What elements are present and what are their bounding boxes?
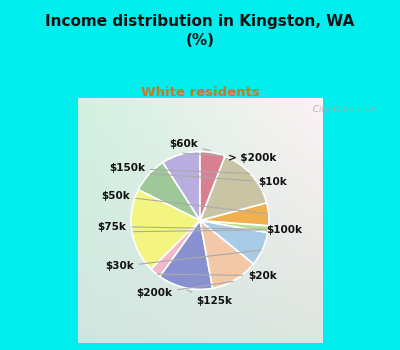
Text: $200k: $200k	[136, 281, 233, 298]
Wedge shape	[138, 162, 200, 220]
Wedge shape	[131, 190, 200, 269]
Wedge shape	[160, 220, 213, 289]
Text: $100k: $100k	[133, 225, 302, 235]
Wedge shape	[163, 152, 200, 220]
Text: > $200k: > $200k	[183, 153, 276, 163]
Wedge shape	[200, 220, 269, 233]
Text: $150k: $150k	[109, 163, 250, 174]
Text: City-Data.com: City-Data.com	[307, 105, 377, 114]
Text: White residents: White residents	[141, 86, 259, 99]
Wedge shape	[200, 203, 269, 226]
Text: $20k: $20k	[157, 271, 277, 281]
Text: $50k: $50k	[102, 191, 267, 214]
Wedge shape	[200, 152, 225, 220]
Text: $75k: $75k	[98, 222, 267, 232]
Wedge shape	[200, 156, 266, 220]
Wedge shape	[200, 220, 268, 264]
Text: $10k: $10k	[150, 174, 287, 187]
Text: Income distribution in Kingston, WA
(%): Income distribution in Kingston, WA (%)	[45, 14, 355, 48]
Text: $60k: $60k	[169, 139, 210, 150]
Text: $125k: $125k	[187, 290, 232, 306]
Text: $30k: $30k	[105, 250, 261, 272]
Wedge shape	[151, 220, 200, 276]
Wedge shape	[200, 220, 254, 288]
